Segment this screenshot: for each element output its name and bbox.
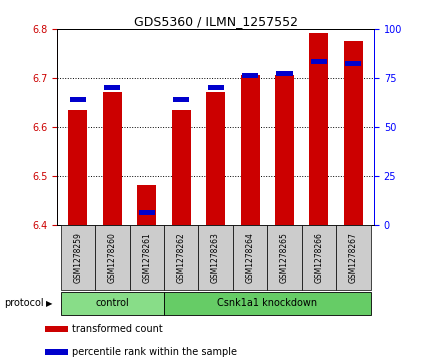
Bar [164, 292, 370, 314]
Bar [276, 71, 293, 76]
Bar [139, 211, 155, 215]
Bar [311, 60, 327, 64]
Bar [208, 85, 224, 90]
Bar [198, 225, 233, 290]
Bar [129, 225, 164, 290]
Text: percentile rank within the sample: percentile rank within the sample [72, 347, 237, 357]
Bar [68, 110, 87, 225]
Text: transformed count: transformed count [72, 324, 162, 334]
Bar [275, 75, 294, 225]
Bar [233, 225, 267, 290]
Bar [242, 73, 258, 78]
Title: GDS5360 / ILMN_1257552: GDS5360 / ILMN_1257552 [134, 15, 297, 28]
Bar [309, 33, 328, 225]
Text: ▶: ▶ [46, 299, 53, 307]
Bar [206, 92, 225, 225]
Bar [45, 326, 68, 332]
Bar [172, 110, 191, 225]
Text: GSM1278266: GSM1278266 [315, 232, 323, 283]
Bar [344, 41, 363, 225]
Bar [61, 225, 95, 290]
Bar [103, 92, 122, 225]
Bar [95, 225, 129, 290]
Bar [267, 225, 302, 290]
Bar [61, 292, 164, 314]
Bar [336, 225, 370, 290]
Bar [45, 349, 68, 355]
Text: GSM1278262: GSM1278262 [177, 232, 186, 283]
Text: GSM1278267: GSM1278267 [349, 232, 358, 283]
Bar [137, 185, 156, 225]
Bar [70, 97, 86, 102]
Text: GSM1278263: GSM1278263 [211, 232, 220, 283]
Bar [173, 97, 189, 102]
Bar [345, 61, 361, 66]
Text: GSM1278260: GSM1278260 [108, 232, 117, 283]
Bar [302, 225, 336, 290]
Bar [104, 85, 121, 90]
Text: control: control [95, 298, 129, 307]
Bar [164, 225, 198, 290]
Text: GSM1278264: GSM1278264 [246, 232, 254, 283]
Bar [241, 75, 260, 225]
Text: protocol: protocol [4, 298, 44, 308]
Text: GSM1278259: GSM1278259 [73, 232, 82, 283]
Text: Csnk1a1 knockdown: Csnk1a1 knockdown [217, 298, 317, 307]
Text: GSM1278261: GSM1278261 [142, 232, 151, 283]
Text: GSM1278265: GSM1278265 [280, 232, 289, 283]
